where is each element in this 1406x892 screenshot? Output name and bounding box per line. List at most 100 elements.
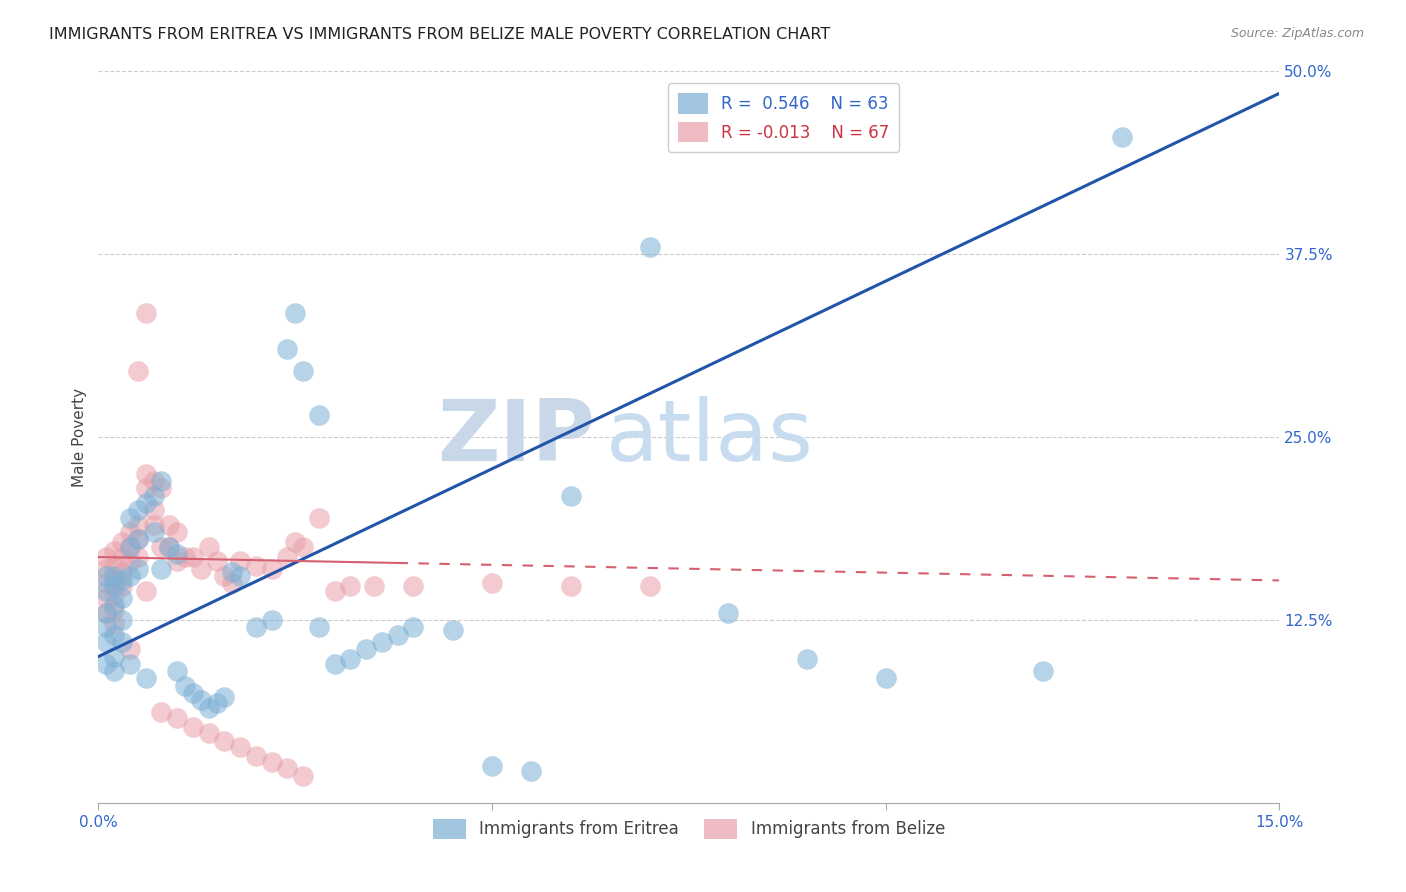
Point: [96, 606, 118, 620]
Point: [229, 554, 252, 568]
Point: [166, 554, 188, 568]
Point: [205, 554, 228, 568]
Point: [174, 549, 197, 564]
Point: [308, 510, 330, 524]
Point: [197, 700, 219, 714]
Point: [135, 481, 157, 495]
Point: [197, 540, 219, 554]
Point: [103, 603, 125, 617]
Point: [135, 583, 157, 598]
Point: [103, 544, 125, 558]
Point: [323, 583, 346, 598]
Legend: Immigrants from Eritrea, Immigrants from Belize: Immigrants from Eritrea, Immigrants from…: [426, 812, 952, 846]
Point: [221, 565, 243, 579]
Point: [441, 623, 464, 637]
Text: IMMIGRANTS FROM ERITREA VS IMMIGRANTS FROM BELIZE MALE POVERTY CORRELATION CHART: IMMIGRANTS FROM ERITREA VS IMMIGRANTS FR…: [49, 27, 831, 42]
Point: [174, 679, 197, 693]
Point: [118, 540, 141, 554]
Point: [717, 606, 740, 620]
Point: [127, 533, 149, 547]
Point: [260, 755, 283, 769]
Point: [276, 761, 298, 775]
Point: [103, 574, 125, 588]
Point: [245, 620, 267, 634]
Point: [135, 467, 157, 481]
Point: [111, 635, 134, 649]
Point: [111, 565, 134, 579]
Point: [111, 535, 134, 549]
Point: [103, 664, 125, 678]
Point: [127, 364, 149, 378]
Point: [292, 769, 315, 783]
Point: [111, 549, 134, 564]
Text: Source: ZipAtlas.com: Source: ZipAtlas.com: [1230, 27, 1364, 40]
Point: [142, 489, 165, 503]
Point: [276, 343, 298, 357]
Point: [118, 569, 141, 583]
Point: [339, 579, 361, 593]
Point: [221, 576, 243, 591]
Point: [111, 579, 134, 593]
Point: [214, 690, 236, 705]
Point: [103, 569, 125, 583]
Point: [111, 613, 134, 627]
Point: [111, 591, 134, 605]
Point: [481, 759, 503, 773]
Point: [103, 588, 125, 602]
Point: [292, 540, 315, 554]
Point: [1111, 130, 1133, 145]
Point: [197, 725, 219, 739]
Point: [127, 517, 149, 532]
Point: [181, 686, 204, 700]
Point: [103, 558, 125, 573]
Point: [205, 696, 228, 710]
Point: [638, 579, 661, 593]
Point: [363, 579, 385, 593]
Point: [96, 583, 118, 598]
Point: [96, 549, 118, 564]
Point: [150, 481, 173, 495]
Point: [103, 627, 125, 641]
Point: [103, 649, 125, 664]
Point: [166, 664, 188, 678]
Point: [260, 562, 283, 576]
Point: [560, 489, 582, 503]
Point: [323, 657, 346, 671]
Point: [127, 562, 149, 576]
Point: [142, 503, 165, 517]
Point: [135, 306, 157, 320]
Point: [181, 720, 204, 734]
Point: [560, 579, 582, 593]
Point: [157, 517, 180, 532]
Point: [481, 576, 503, 591]
Point: [96, 562, 118, 576]
Point: [96, 591, 118, 605]
Point: [150, 540, 173, 554]
Point: [284, 535, 307, 549]
Point: [638, 240, 661, 254]
Point: [402, 579, 425, 593]
Point: [142, 474, 165, 488]
Point: [875, 672, 897, 686]
Point: [118, 657, 141, 671]
Point: [402, 620, 425, 634]
Point: [1032, 664, 1054, 678]
Point: [339, 652, 361, 666]
Point: [103, 599, 125, 613]
Point: [166, 525, 188, 540]
Point: [127, 549, 149, 564]
Point: [229, 740, 252, 755]
Point: [96, 576, 118, 591]
Point: [260, 613, 283, 627]
Point: [181, 549, 204, 564]
Point: [127, 503, 149, 517]
Y-axis label: Male Poverty: Male Poverty: [72, 387, 87, 487]
Point: [308, 620, 330, 634]
Point: [127, 533, 149, 547]
Point: [284, 306, 307, 320]
Point: [245, 749, 267, 764]
Point: [135, 496, 157, 510]
Point: [118, 510, 141, 524]
Point: [103, 617, 125, 632]
Point: [142, 517, 165, 532]
